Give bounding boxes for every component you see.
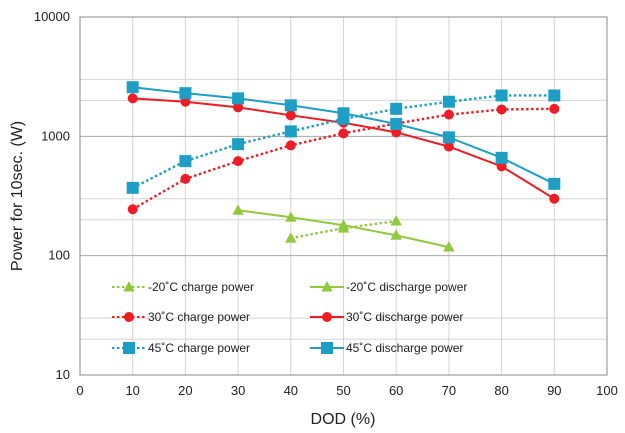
data-point — [496, 104, 507, 115]
legend-item: 30˚C charge power — [112, 310, 250, 324]
legend-swatch-marker — [321, 281, 333, 292]
grid — [79, 16, 608, 376]
x-tick-labels: 0 10 20 30 40 50 60 70 80 90 100 — [76, 383, 617, 398]
x-tick-label: 80 — [494, 383, 508, 398]
legend-swatch-marker — [322, 312, 332, 322]
data-point — [495, 151, 508, 164]
legend-label: -20˚C discharge power — [346, 280, 467, 294]
data-point — [180, 173, 191, 184]
plot-frame — [79, 16, 608, 376]
data-point — [390, 215, 402, 226]
data-point — [390, 102, 403, 115]
data-point — [337, 219, 350, 230]
x-tick-label: 10 — [125, 383, 139, 398]
legend-label: 45˚C charge power — [148, 341, 250, 355]
data-point — [179, 87, 192, 100]
x-tick-label: 90 — [547, 383, 561, 398]
x-tick-label: 60 — [389, 383, 403, 398]
series-1 — [232, 204, 455, 252]
series-group — [126, 81, 561, 252]
legend-item: 30˚C discharge power — [310, 310, 463, 324]
x-axis-title: DOD (%) — [311, 411, 376, 428]
x-tick-label: 20 — [178, 383, 192, 398]
legend-swatch-marker — [123, 281, 135, 292]
series-line — [132, 94, 555, 189]
legend-swatch-marker — [123, 342, 135, 354]
data-point — [284, 99, 297, 112]
data-point — [127, 93, 138, 104]
data-point — [390, 117, 403, 130]
data-point — [496, 161, 507, 172]
legend-label: -20˚C charge power — [148, 280, 254, 294]
legend-item: 45˚C charge power — [112, 341, 250, 355]
data-point — [495, 89, 508, 102]
data-point — [443, 241, 455, 252]
data-point — [232, 138, 245, 151]
data-point — [179, 155, 192, 168]
legend-label: 30˚C discharge power — [346, 310, 463, 324]
y-tick-label: 10000 — [34, 9, 70, 24]
data-point — [126, 181, 139, 194]
legend-item: 45˚C discharge power — [310, 341, 463, 355]
legend-label: 30˚C charge power — [148, 310, 250, 324]
y-tick-label: 100 — [48, 248, 70, 263]
data-point — [285, 140, 296, 151]
x-tick-label: 100 — [596, 383, 618, 398]
x-tick-label: 50 — [336, 383, 350, 398]
data-point — [337, 107, 350, 120]
y-tick-labels: 10 100 1000 10000 — [34, 9, 70, 382]
legend-item: -20˚C charge power — [112, 280, 254, 294]
data-point — [233, 156, 244, 167]
x-tick-label: 40 — [284, 383, 298, 398]
data-point — [338, 128, 349, 139]
legend-swatch-marker — [124, 312, 134, 322]
data-point — [127, 204, 138, 215]
x-tick-label: 0 — [76, 383, 83, 398]
x-tick-label: 30 — [231, 383, 245, 398]
data-point — [285, 232, 297, 243]
data-point — [548, 177, 561, 190]
data-point — [284, 125, 297, 138]
data-point — [285, 211, 297, 222]
data-point — [390, 229, 402, 240]
y-axis-title: Power for 10sec. (W) — [9, 121, 26, 271]
legend-swatch-marker — [321, 342, 333, 354]
y-tick-label: 1000 — [41, 128, 70, 143]
legend-label: 45˚C discharge power — [346, 341, 463, 355]
data-point — [442, 131, 455, 144]
data-point — [180, 96, 191, 107]
y-tick-label: 10 — [56, 367, 70, 382]
legend-item: -20˚C discharge power — [310, 280, 467, 294]
data-point — [232, 204, 244, 215]
data-point — [548, 89, 561, 102]
data-point — [233, 102, 244, 113]
data-point — [126, 81, 139, 94]
x-tick-label: 70 — [442, 383, 456, 398]
series-5 — [126, 81, 561, 190]
data-point — [443, 141, 454, 152]
data-point — [442, 95, 455, 108]
legend: -20˚C charge power -20˚C discharge power 3… — [112, 280, 467, 355]
data-point — [549, 193, 560, 204]
data-point — [232, 92, 245, 105]
data-point — [549, 103, 560, 114]
data-point — [443, 109, 454, 120]
data-point — [285, 110, 296, 121]
